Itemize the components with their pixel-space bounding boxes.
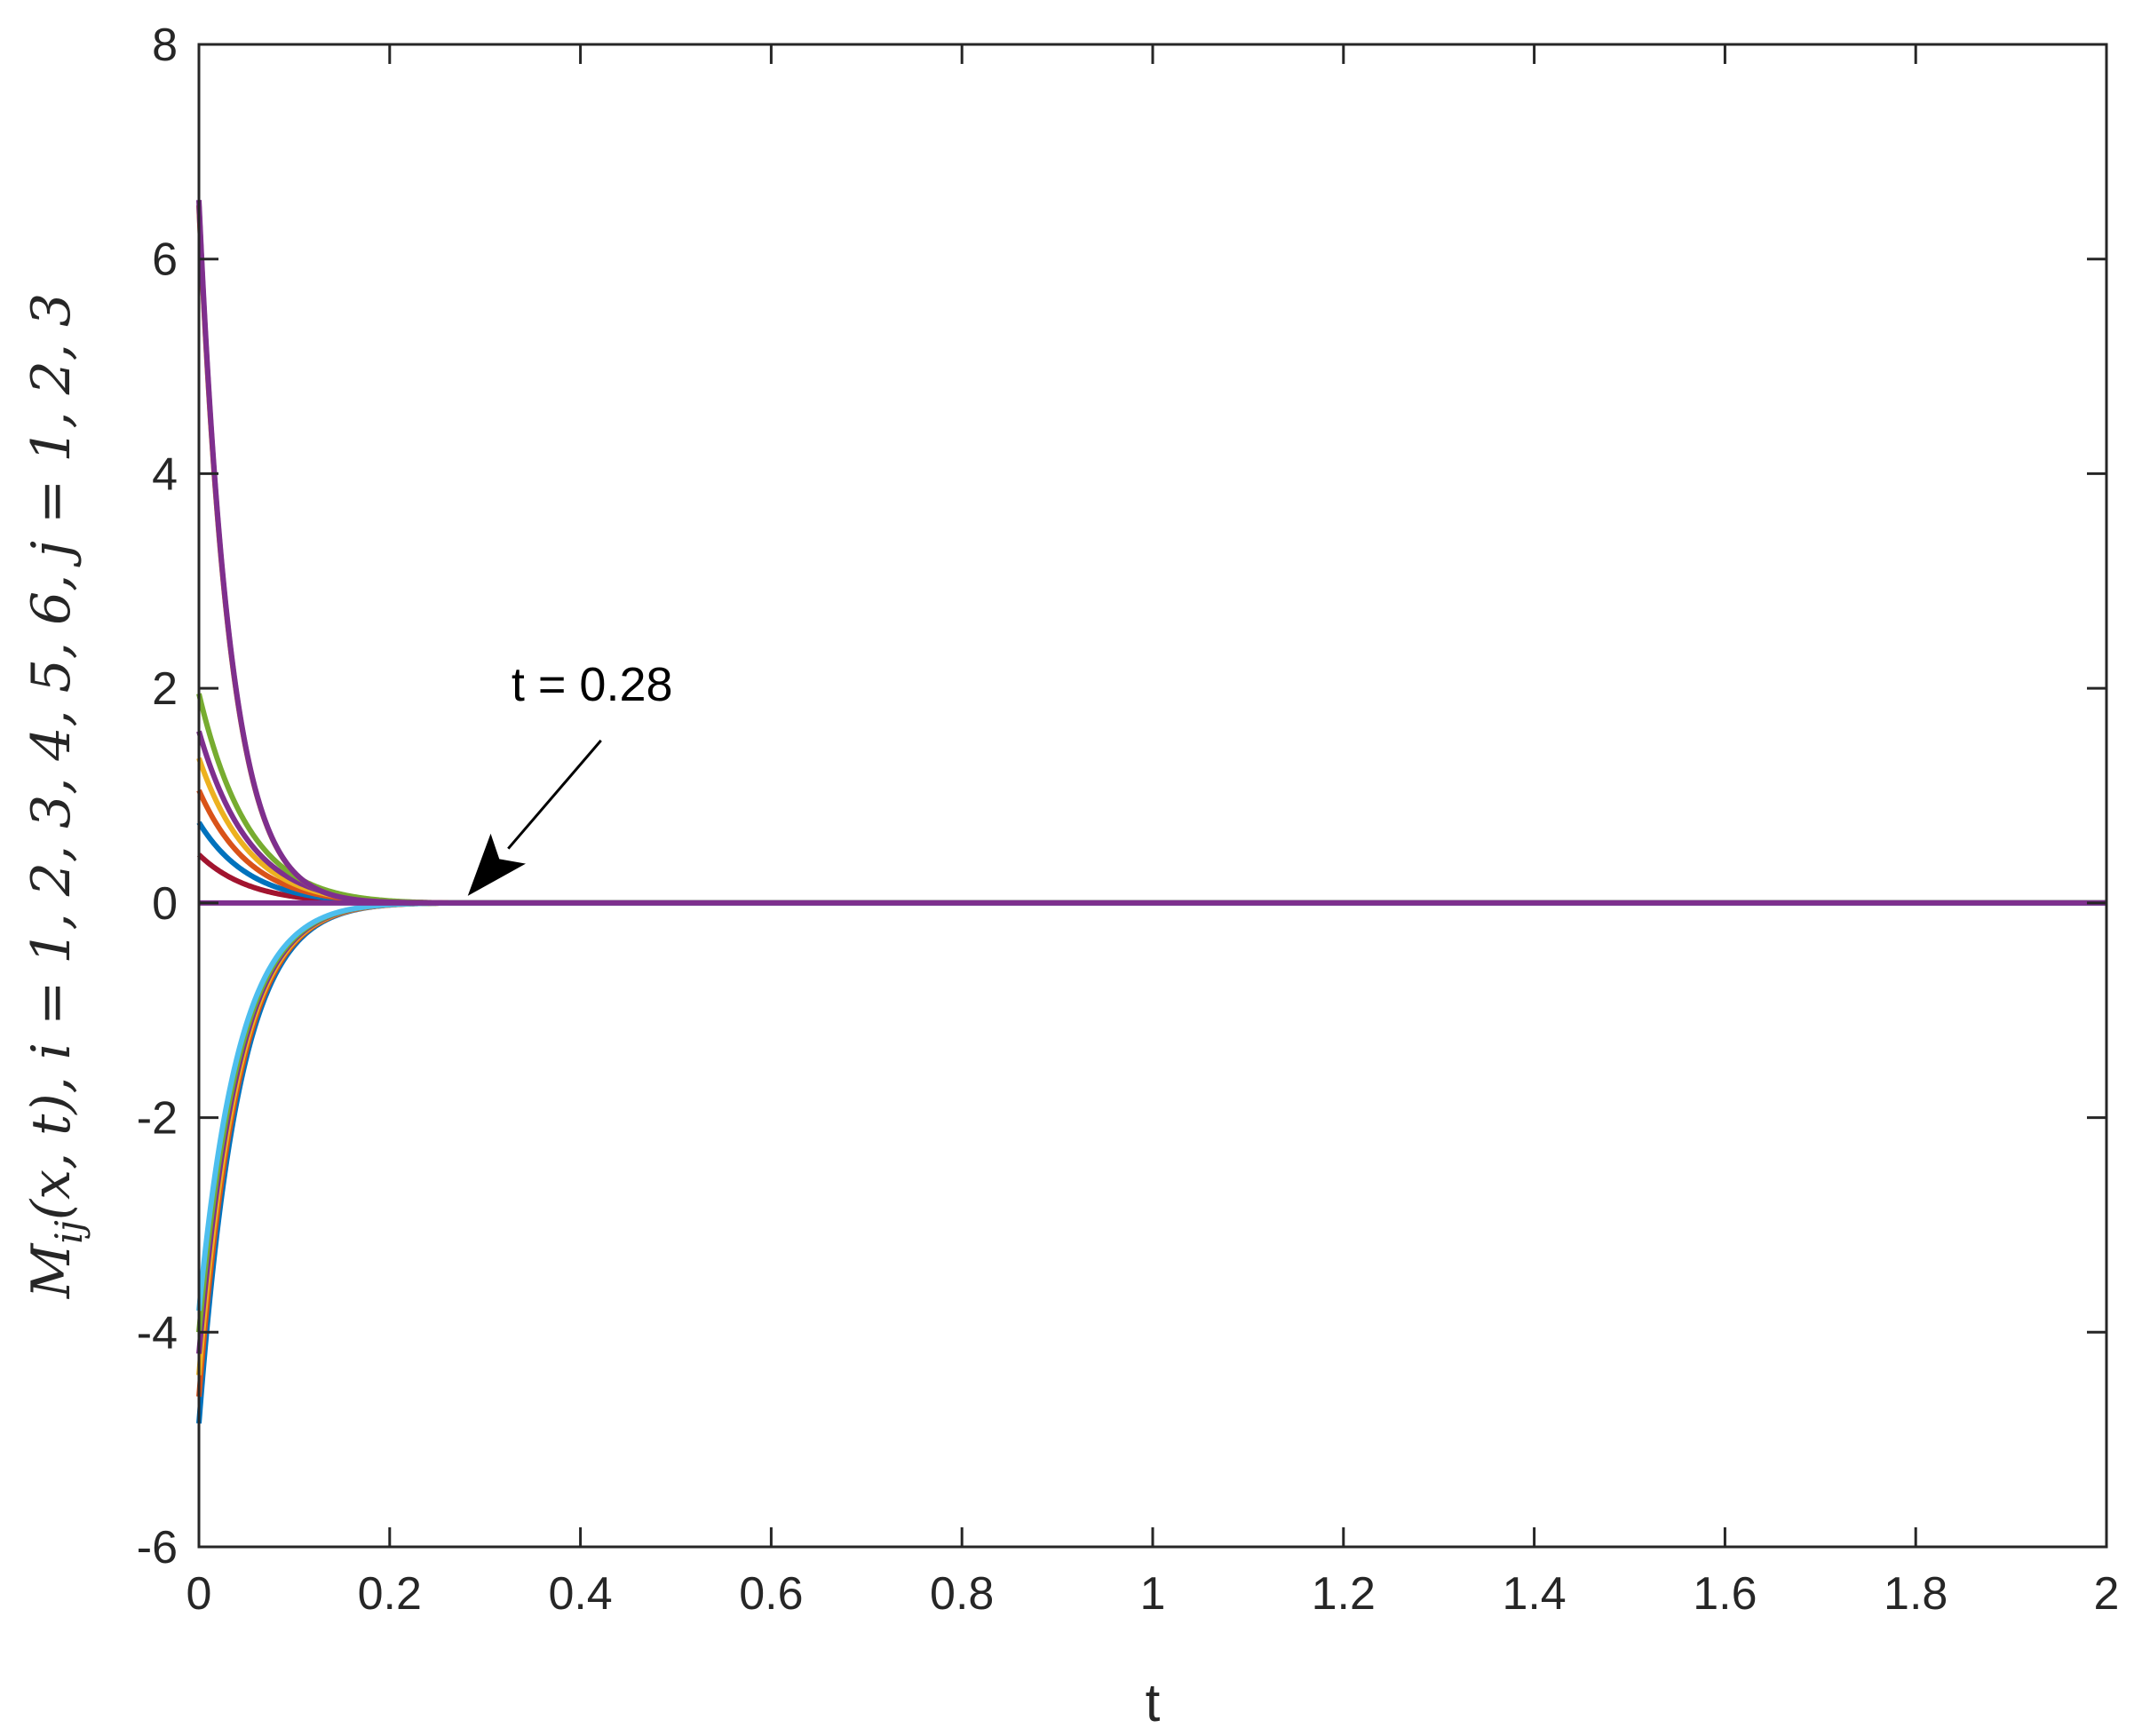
y-axis-title-j-range: = 1, 2, 3 [20,293,83,541]
x-tick-label: 1 [1140,1568,1166,1620]
y-tick-label: 2 [152,663,178,715]
y-axis-title-i-range: = 1, 2, 3, 4, 5, 6, [20,558,83,1042]
y-axis-title-args: (x, t), [20,1059,83,1220]
x-axis-ticks: 0 0.2 0.4 0.6 0.8 1 1.2 1.4 1.6 1.8 2 [186,44,2120,1620]
annotation-arrow-head [467,833,527,896]
x-tick-label: 0 [186,1568,212,1620]
y-axis-title-subscript: ij [47,1220,91,1243]
x-axis-title: t [1146,1673,1161,1732]
annotation-label: t = 0.28 [512,658,673,711]
annotation-arrow-shaft [507,739,602,850]
y-tick-label: 6 [152,234,178,286]
y-tick-label: -4 [137,1307,178,1359]
y-axis-title: Mij(x, t), i = 1, 2, 3, 4, 5, 6, j = 1, … [20,293,91,1299]
x-tick-label: 0.8 [930,1568,994,1620]
y-tick-label: 4 [152,448,178,500]
y-tick-label: -6 [137,1522,178,1573]
y-axis-title-text: Mij(x, t), i = 1, 2, 3, 4, 5, 6, j = 1, … [20,293,91,1299]
series-layer [196,200,2106,1424]
y-tick-label: -2 [137,1093,178,1145]
annotation: t = 0.28 [467,658,673,896]
x-tick-label: 0.4 [548,1568,612,1620]
x-tick-label: 1.6 [1693,1568,1757,1620]
x-tick-label: 1.4 [1502,1568,1566,1620]
x-tick-label: 2 [2094,1568,2120,1620]
plot-area-background [199,44,2106,1547]
x-tick-label: 1.2 [1312,1568,1376,1620]
x-tick-label: 0.6 [739,1568,803,1620]
y-tick-label: 0 [152,878,178,930]
x-tick-label: 1.8 [1884,1568,1948,1620]
y-tick-label: 8 [152,20,178,71]
x-tick-label: 0.2 [358,1568,422,1620]
y-axis-ticks: -6 -4 -2 0 2 4 6 8 [137,20,2106,1573]
y-axis-title-index-i: i [20,1042,83,1059]
y-axis-title-symbol: M [20,1242,83,1299]
